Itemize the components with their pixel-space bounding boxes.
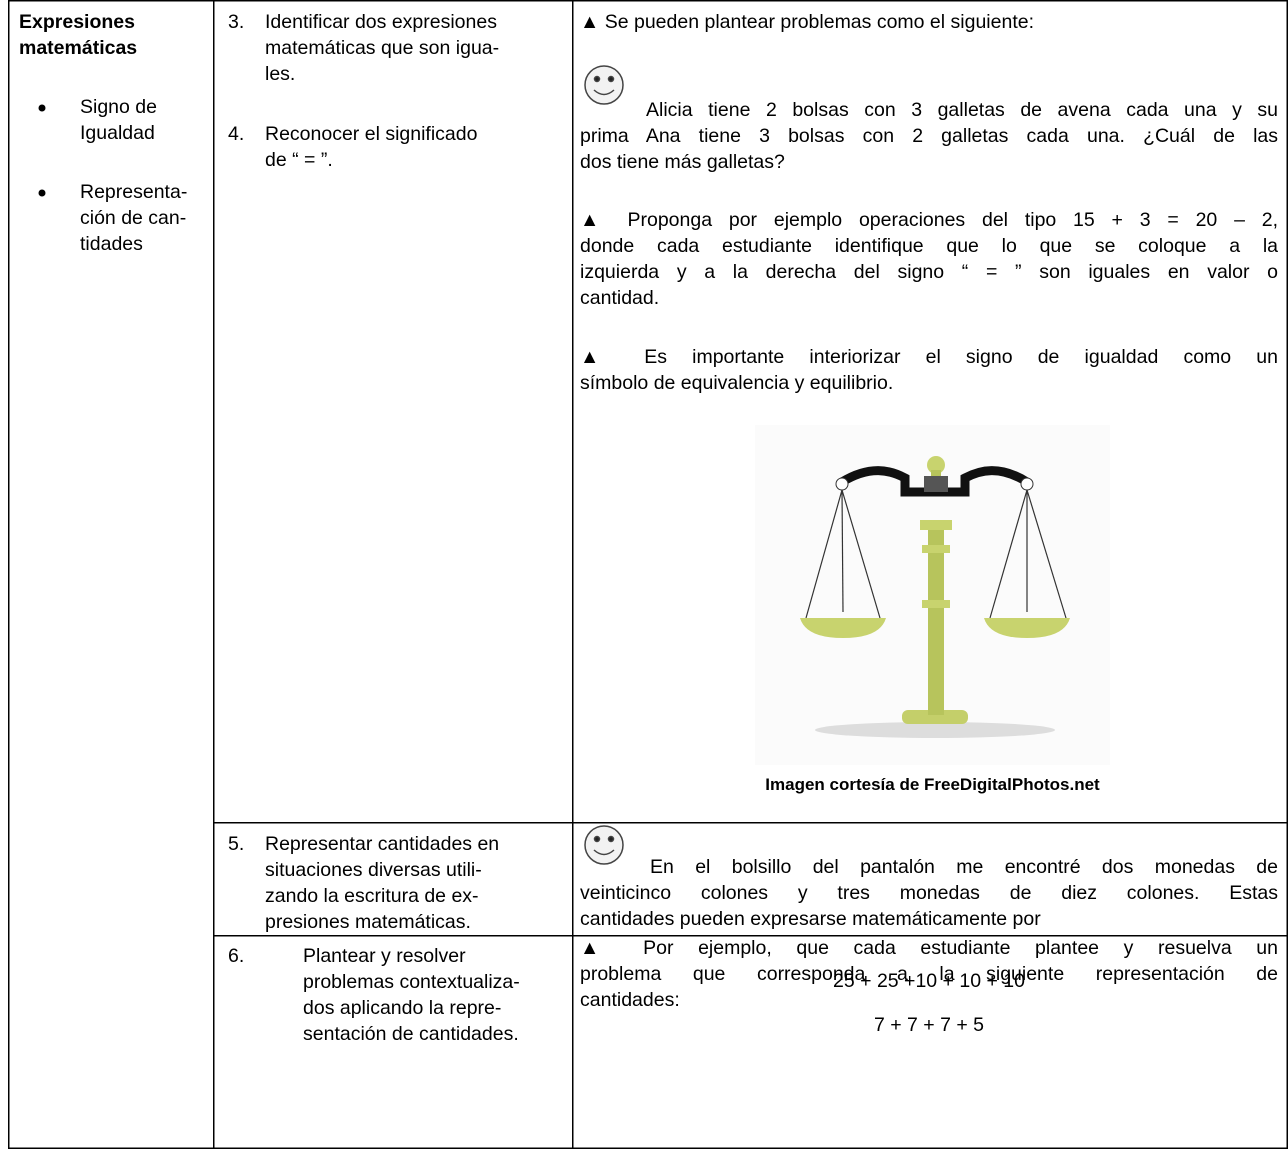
smiley-icon xyxy=(584,65,624,105)
objective-text: dos aplicando la repre- xyxy=(303,997,502,1019)
objective-text: situaciones diversas utili- xyxy=(265,859,482,881)
activity-text: cantidades pueden expresarse matemáticam… xyxy=(580,908,1041,930)
bullet-item: Representa- xyxy=(80,181,188,203)
activity-text: dos tiene más galletas? xyxy=(580,151,785,173)
activity-text: prima Ana tiene 3 bolsas con 2 galletas … xyxy=(580,125,1278,147)
activity-text: izquierda y a la derecha del signo “ = ”… xyxy=(580,261,1278,283)
topic-title: matemáticas xyxy=(19,37,138,59)
objective-number: 3. xyxy=(228,11,245,33)
activity-text: donde cada estudiante identifique que lo… xyxy=(580,235,1278,257)
objective-text: Reconocer el significado xyxy=(265,123,478,145)
objective-number: 5. xyxy=(228,833,245,855)
bullet-item: ción de can- xyxy=(80,207,187,229)
activity-text: ▲ Se pueden plantear problemas como el s… xyxy=(580,11,1034,33)
smiley-icon xyxy=(584,825,624,865)
objective-text: sentación de cantidades. xyxy=(303,1023,519,1045)
objective-text: Identificar dos expresiones xyxy=(265,11,497,33)
objective-number: 4. xyxy=(228,123,245,145)
objective-number: 6. xyxy=(228,945,245,967)
bullet-item: Signo de xyxy=(80,96,157,118)
objective-text: de “ = ”. xyxy=(265,149,333,171)
activity-text: problema que corresponda a la siguiente … xyxy=(580,963,1278,985)
topic-title: Expresiones xyxy=(19,11,135,33)
activity-text: Alicia tiene 2 bolsas con 3 galletas de … xyxy=(646,99,1278,121)
activity-text: ▲ Es importante interiorizar el signo de… xyxy=(580,346,1278,368)
objective-text: les. xyxy=(265,63,296,85)
objective-text: presiones matemáticas. xyxy=(265,911,471,933)
objective-text: Representar cantidades en xyxy=(265,833,500,855)
activity-text: 7 + 7 + 7 + 5 xyxy=(873,1014,985,1036)
bullet-item: Igualdad xyxy=(80,122,155,144)
activity-text: veinticinco colones y tres monedas de di… xyxy=(580,882,1278,904)
objective-text: problemas contextualiza- xyxy=(303,971,520,993)
balance-scale-image xyxy=(755,425,1110,765)
objective-text: Plantear y resolver xyxy=(303,945,466,967)
activity-text: En el bolsillo del pantalón me encontré … xyxy=(650,856,1278,878)
activity-text: ▲ Por ejemplo, que cada estudiante plant… xyxy=(580,937,1278,959)
bullet-item: tidades xyxy=(80,233,143,255)
objective-text: matemáticas que son igua- xyxy=(265,37,500,59)
activity-text: símbolo de equivalencia y equilibrio. xyxy=(580,372,894,394)
activity-text: 25 + 25 +10 + 10 + 10 xyxy=(833,970,1025,992)
activity-text: cantidades: xyxy=(580,989,680,1011)
objective-text: zando la escritura de ex- xyxy=(265,885,479,907)
activity-text: ▲ Proponga por ejemplo operaciones del t… xyxy=(580,209,1278,231)
activity-text: cantidad. xyxy=(580,287,660,309)
image-caption: Imagen cortesía de FreeDigitalPhotos.net xyxy=(765,775,1100,794)
